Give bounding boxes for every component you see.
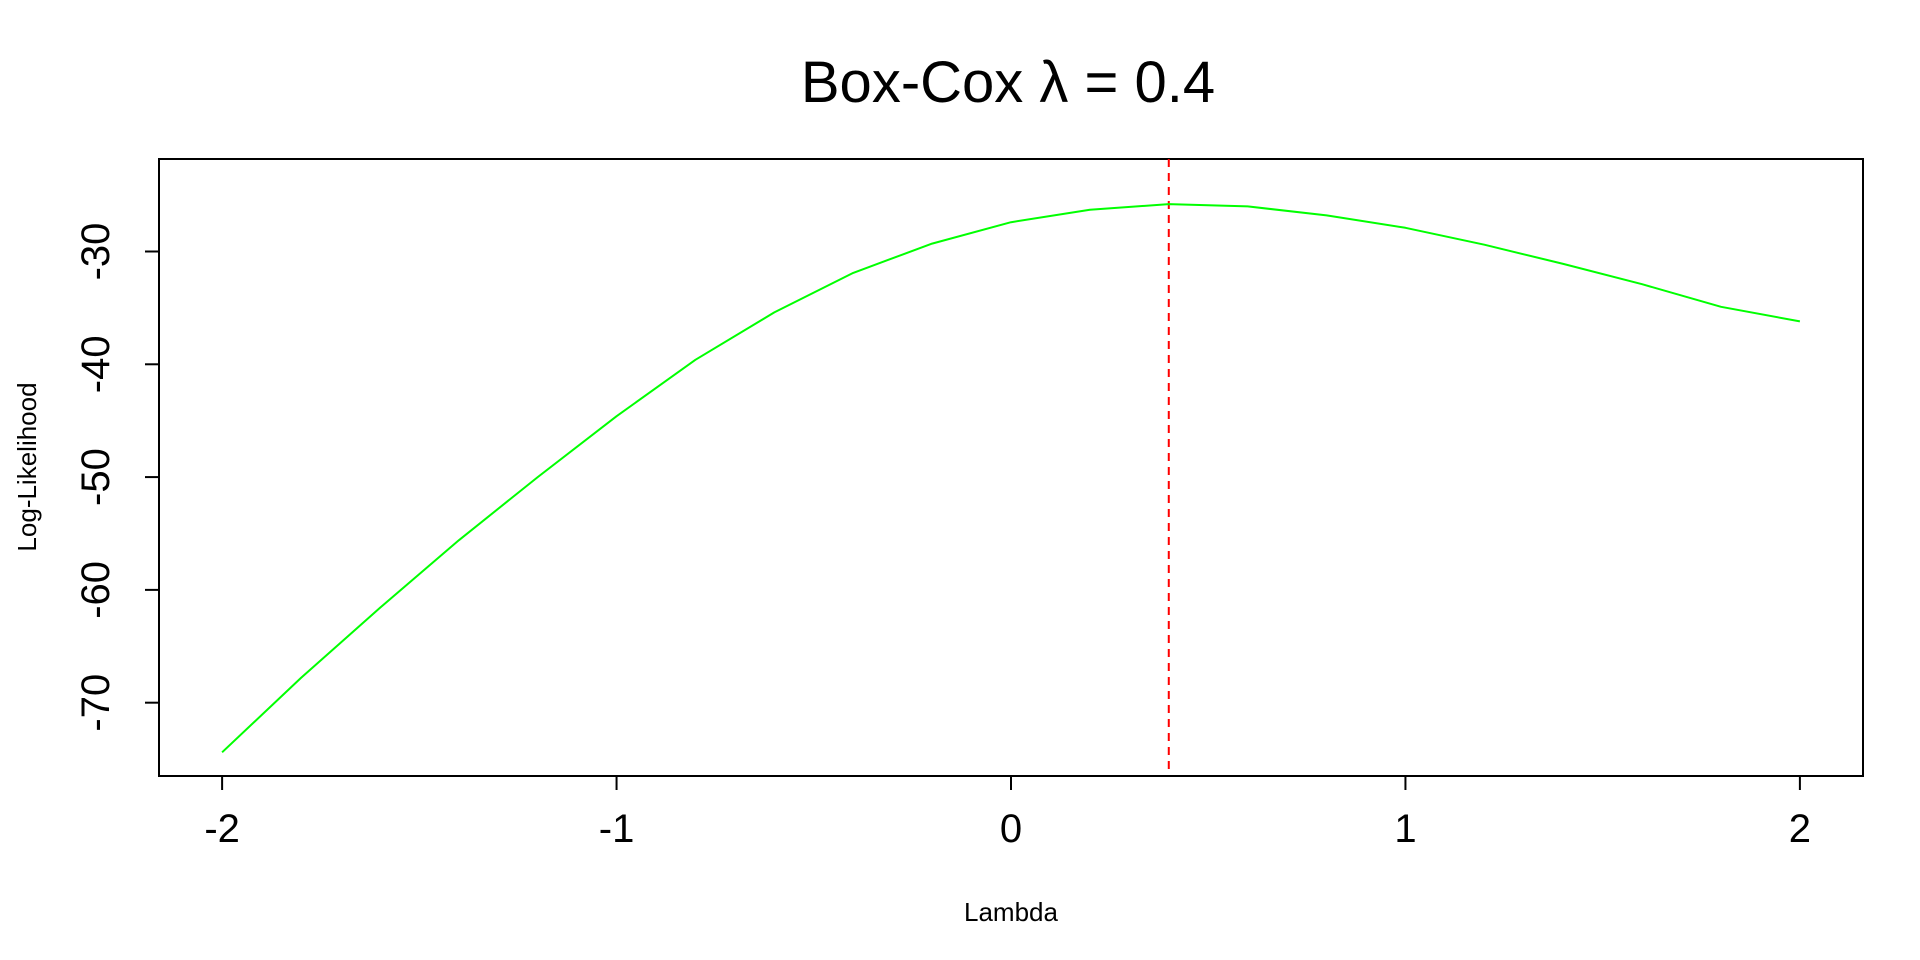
y-axis: -70 -60 -50 -40 -30 (74, 223, 160, 732)
x-tick-label: -1 (599, 807, 635, 851)
y-tick-label: -70 (74, 674, 118, 732)
x-axis: -2 -1 0 1 2 (204, 775, 1811, 851)
y-tick-label: -30 (74, 223, 118, 281)
x-tick-label: -2 (204, 807, 240, 851)
y-tick-label: -60 (74, 561, 118, 619)
x-axis-label: Lambda (964, 897, 1058, 927)
x-tick-label: 2 (1789, 807, 1811, 851)
y-tick-label: -40 (74, 335, 118, 393)
y-tick-label: -50 (74, 448, 118, 506)
series-layer (221, 203, 1801, 754)
x-tick-label: 1 (1394, 807, 1416, 851)
chart-title: Box-Cox λ = 0.4 (801, 50, 1215, 115)
x-tick-label: 0 (1000, 807, 1022, 851)
plot-frame (158, 158, 1864, 777)
y-axis-label: Log-Likelihood (12, 382, 42, 551)
log-likelihood-curve (221, 203, 1801, 754)
